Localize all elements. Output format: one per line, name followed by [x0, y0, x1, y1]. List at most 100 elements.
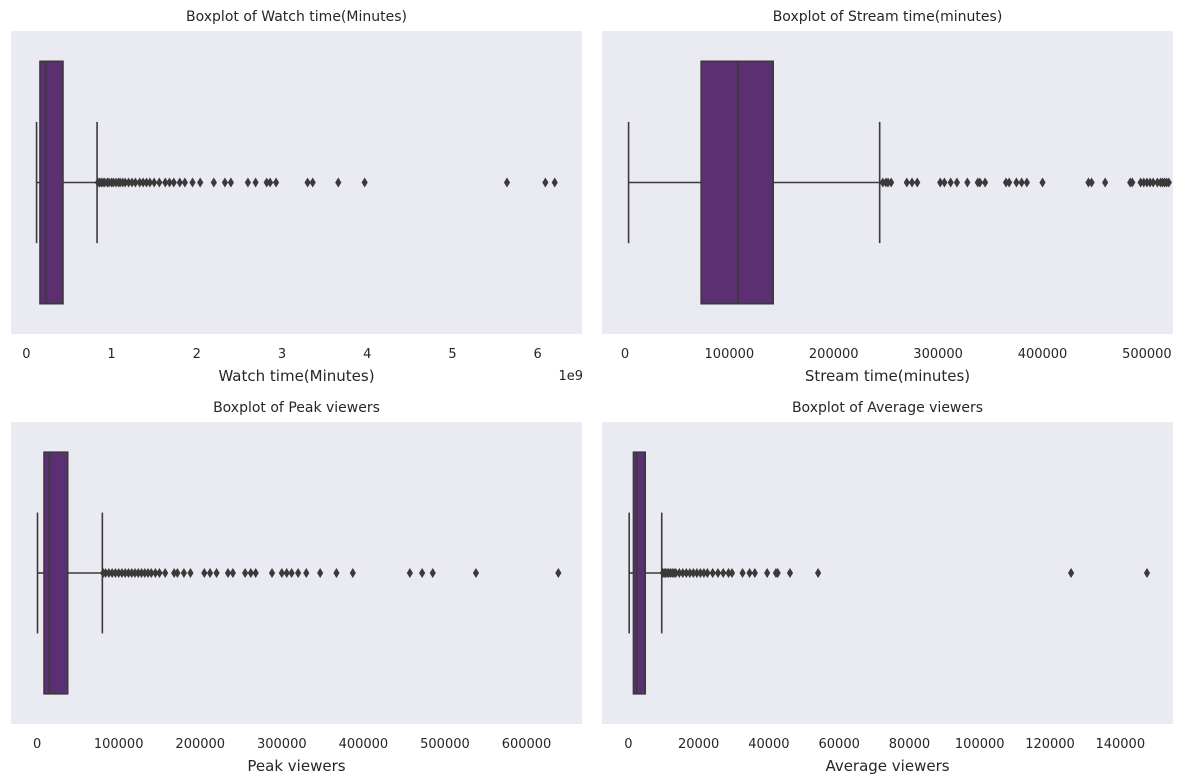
- x-tick-label: 6: [534, 347, 542, 362]
- outlier-point: [728, 568, 736, 578]
- outlier-point: [181, 177, 188, 188]
- outlier-point: [888, 177, 895, 188]
- outlier-point: [206, 568, 214, 578]
- outlier-point: [349, 568, 356, 578]
- x-tick-label: 60000: [819, 737, 860, 752]
- outlier-point: [947, 177, 954, 188]
- chart-title: Boxplot of Watch time(Minutes): [186, 9, 407, 25]
- outlier-point: [429, 568, 436, 578]
- outlier-point: [138, 568, 145, 578]
- outlier-point: [128, 177, 136, 188]
- x-tick-label: 300000: [913, 347, 963, 362]
- x-tick-label: 20000: [678, 737, 719, 752]
- outlier-point: [283, 568, 290, 578]
- outlier-point: [1002, 177, 1010, 188]
- outlier-point: [266, 177, 274, 188]
- outlier-point: [1085, 177, 1092, 188]
- outlier-point: [187, 568, 194, 578]
- outlier-point: [151, 177, 158, 188]
- x-offset-text: 1e9: [558, 369, 583, 384]
- x-tick-label: 500000: [420, 737, 470, 752]
- outlier-point: [141, 568, 148, 578]
- x-tick-label: 0: [621, 347, 629, 362]
- outlier-point: [884, 177, 892, 188]
- x-axis-label: Stream time(minutes): [805, 367, 970, 385]
- outlier-point: [139, 177, 147, 188]
- outlier-point: [903, 177, 910, 188]
- x-tick-label: 40000: [748, 737, 789, 752]
- outlier-point: [1013, 177, 1020, 188]
- outlier-point: [180, 568, 188, 578]
- outlier-point: [683, 568, 690, 578]
- outlier-point: [739, 568, 746, 578]
- outlier-point: [1102, 177, 1109, 188]
- outlier-point: [335, 177, 342, 188]
- outlier-point: [210, 177, 217, 188]
- outlier-point: [295, 568, 302, 578]
- outlier-point: [170, 177, 177, 188]
- outlier-point: [679, 568, 686, 578]
- outlier-point: [672, 568, 679, 578]
- outlier-point: [361, 177, 368, 188]
- x-tick-label: 1: [107, 347, 115, 362]
- outlier-point: [676, 568, 683, 578]
- outlier-point: [746, 568, 753, 578]
- outlier-point: [156, 177, 163, 188]
- outlier-point: [112, 568, 119, 578]
- iqr-box: [39, 60, 64, 305]
- outlier-point: [278, 568, 285, 578]
- chart-title: Boxplot of Stream time(minutes): [773, 9, 1003, 25]
- outlier-point: [941, 177, 948, 188]
- outlier-point: [263, 177, 270, 188]
- outlier-point: [128, 568, 135, 578]
- outlier-point: [115, 568, 122, 578]
- x-axis-label: Watch time(Minutes): [218, 367, 374, 385]
- outlier-point: [542, 177, 549, 188]
- x-tick-label: 200000: [809, 347, 859, 362]
- x-tick-label: 2: [193, 347, 201, 362]
- outlier-point: [201, 568, 208, 578]
- outlier-point: [551, 177, 558, 188]
- outlier-point: [224, 568, 232, 578]
- outlier-point: [879, 177, 886, 188]
- outlier-point: [982, 177, 989, 188]
- outlier-point: [908, 177, 916, 188]
- outlier-point: [1088, 177, 1095, 188]
- outlier-point: [1067, 568, 1075, 578]
- outlier-point: [148, 568, 155, 578]
- outlier-point: [272, 177, 280, 188]
- outlier-point: [102, 568, 109, 578]
- outlier-point: [1154, 177, 1161, 188]
- outlier-point: [176, 177, 183, 188]
- outlier-point: [700, 568, 708, 578]
- x-tick-label: 200000: [175, 737, 225, 752]
- outlier-point: [197, 177, 204, 188]
- outlier-point: [118, 568, 126, 578]
- outlier-point: [146, 177, 154, 188]
- outlier-point: [1150, 177, 1157, 188]
- chart-panel-1: Boxplot of Watch time(Minutes) 0 1 2 3 4 5 6 Wat…: [11, 9, 583, 385]
- outlier-point: [143, 177, 150, 188]
- outlier-point: [1129, 177, 1136, 188]
- outlier-point: [1006, 177, 1013, 188]
- outlier-point: [704, 568, 711, 578]
- outlier-point: [1018, 177, 1025, 188]
- x-tick-label: 400000: [1018, 347, 1068, 362]
- x-tick-label: 500000: [1122, 347, 1172, 362]
- outlier-point: [132, 177, 139, 188]
- outlier-point: [156, 568, 163, 578]
- x-tick-label: 5: [448, 347, 456, 362]
- x-tick-label: 100000: [955, 737, 1005, 752]
- outlier-point: [686, 568, 693, 578]
- outlier-point: [303, 568, 310, 578]
- outlier-point: [714, 568, 722, 578]
- x-tick-label: 120000: [1025, 737, 1075, 752]
- outlier-point: [1165, 177, 1172, 188]
- outlier-point: [1039, 177, 1046, 188]
- outlier-point: [774, 568, 781, 578]
- outlier-point: [125, 568, 132, 578]
- outlier-point: [136, 177, 143, 188]
- outlier-point: [976, 177, 983, 188]
- outlier-point: [247, 568, 254, 578]
